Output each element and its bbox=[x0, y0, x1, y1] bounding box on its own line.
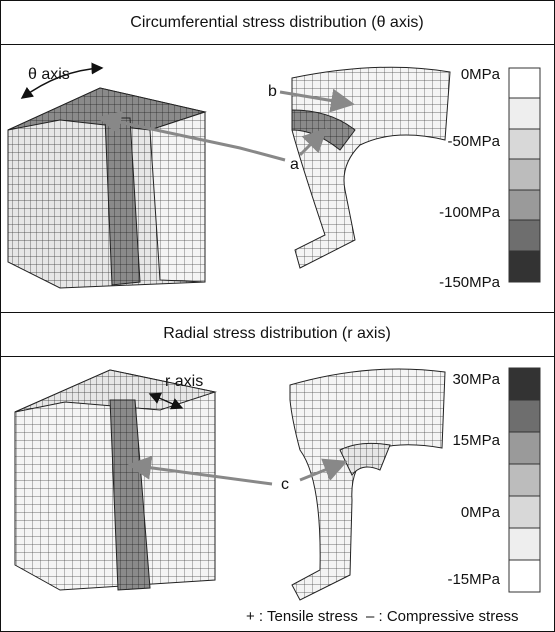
axis-label: r axis bbox=[165, 373, 203, 390]
legend-label: -15MPa bbox=[447, 571, 500, 588]
panel-title: Circumferential stress distribution (θ a… bbox=[130, 14, 423, 31]
callout-arrow bbox=[127, 455, 273, 486]
block-model bbox=[14, 369, 217, 591]
section-model bbox=[289, 368, 446, 601]
legend-label: -150MPa bbox=[439, 274, 501, 291]
color-bar bbox=[508, 67, 541, 283]
block-model bbox=[7, 87, 207, 289]
legend-label: 0MPa bbox=[461, 504, 501, 521]
callout: b bbox=[268, 83, 277, 100]
footer-note: + : Tensile stress bbox=[246, 608, 358, 625]
legend-label: 0MPa bbox=[461, 66, 501, 83]
axis-arrow bbox=[20, 62, 104, 99]
legend-label: 30MPa bbox=[452, 371, 500, 388]
callout-arrow bbox=[298, 127, 328, 157]
panel-title: Radial stress distribution (r axis) bbox=[163, 325, 391, 342]
footer-note: – : Compressive stress bbox=[366, 608, 519, 625]
callout: c bbox=[281, 476, 289, 493]
legend-label: 15MPa bbox=[452, 432, 500, 449]
callout-arrow bbox=[299, 458, 348, 482]
legend-label: -100MPa bbox=[439, 204, 501, 221]
axis-arrow bbox=[148, 392, 184, 410]
color-bar bbox=[508, 367, 541, 593]
callout: a bbox=[290, 156, 299, 173]
callout-arrow bbox=[279, 88, 355, 113]
callout-arrow bbox=[97, 110, 286, 162]
axis-label: θ axis bbox=[28, 66, 70, 83]
legend-label: -50MPa bbox=[447, 133, 500, 150]
